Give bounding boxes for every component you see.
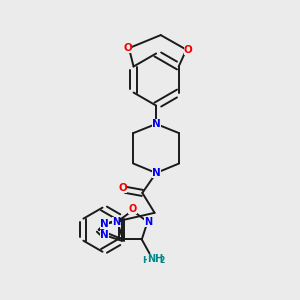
Text: N: N	[144, 217, 152, 227]
Text: O: O	[123, 43, 132, 53]
Text: H: H	[142, 256, 150, 266]
Text: 2: 2	[160, 256, 165, 266]
Text: NH: NH	[147, 254, 163, 264]
Text: N: N	[100, 219, 109, 229]
Text: O: O	[128, 204, 136, 214]
Text: N: N	[152, 168, 161, 178]
Text: N: N	[152, 119, 161, 129]
Text: N: N	[100, 230, 109, 240]
Text: O: O	[184, 45, 192, 55]
Text: O: O	[118, 183, 127, 193]
Text: N: N	[112, 217, 120, 227]
